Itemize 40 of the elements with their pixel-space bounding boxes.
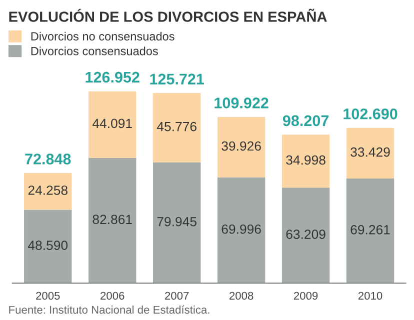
x-tick-label: 2007 xyxy=(165,292,189,300)
total-label: 98.207 xyxy=(282,115,328,126)
data-label: 69.996 xyxy=(222,224,261,234)
x-tick-label: 2008 xyxy=(230,292,254,300)
chart-title: EVOLUCIÓN DE LOS DIVORCIOS EN ESPAÑA xyxy=(9,8,327,22)
total-label: 126.952 xyxy=(86,72,140,83)
bar xyxy=(346,128,394,178)
bar xyxy=(152,93,201,162)
data-label: 69.261 xyxy=(350,225,390,234)
data-label: 82.861 xyxy=(92,214,132,224)
data-label: 45.776 xyxy=(156,122,196,132)
data-label: 79.945 xyxy=(157,216,196,226)
total-label: 109.922 xyxy=(214,98,268,108)
bar xyxy=(24,210,72,284)
total-label: 125.721 xyxy=(150,74,204,84)
data-label: 63.209 xyxy=(286,230,326,239)
bar xyxy=(346,178,394,284)
bar xyxy=(88,91,136,158)
source-note: Fuente: Instituto Nacional de Estadística. xyxy=(9,305,210,314)
data-label: 48.590 xyxy=(28,240,68,250)
legend-label: Divorcios no consensuados xyxy=(31,32,174,41)
bar xyxy=(88,158,136,284)
data-label: 44.091 xyxy=(92,118,132,128)
total-label: 72.848 xyxy=(25,154,71,164)
data-label: 33.429 xyxy=(350,147,390,157)
bar xyxy=(152,162,201,284)
bar xyxy=(282,188,330,284)
x-tick-label: 2006 xyxy=(100,292,124,300)
bar xyxy=(217,116,266,178)
data-label: 24.258 xyxy=(28,186,68,195)
x-tick-label: 2010 xyxy=(358,292,382,300)
x-tick-label: 2005 xyxy=(36,292,60,300)
legend-label: Divorcios consensuados xyxy=(31,46,158,56)
bar xyxy=(282,134,330,188)
data-label: 34.998 xyxy=(286,155,326,165)
x-tick-label: 2009 xyxy=(294,292,318,300)
bar xyxy=(217,177,266,284)
bar xyxy=(24,173,72,210)
total-label: 102.690 xyxy=(344,108,398,120)
data-label: 39.926 xyxy=(222,141,261,151)
